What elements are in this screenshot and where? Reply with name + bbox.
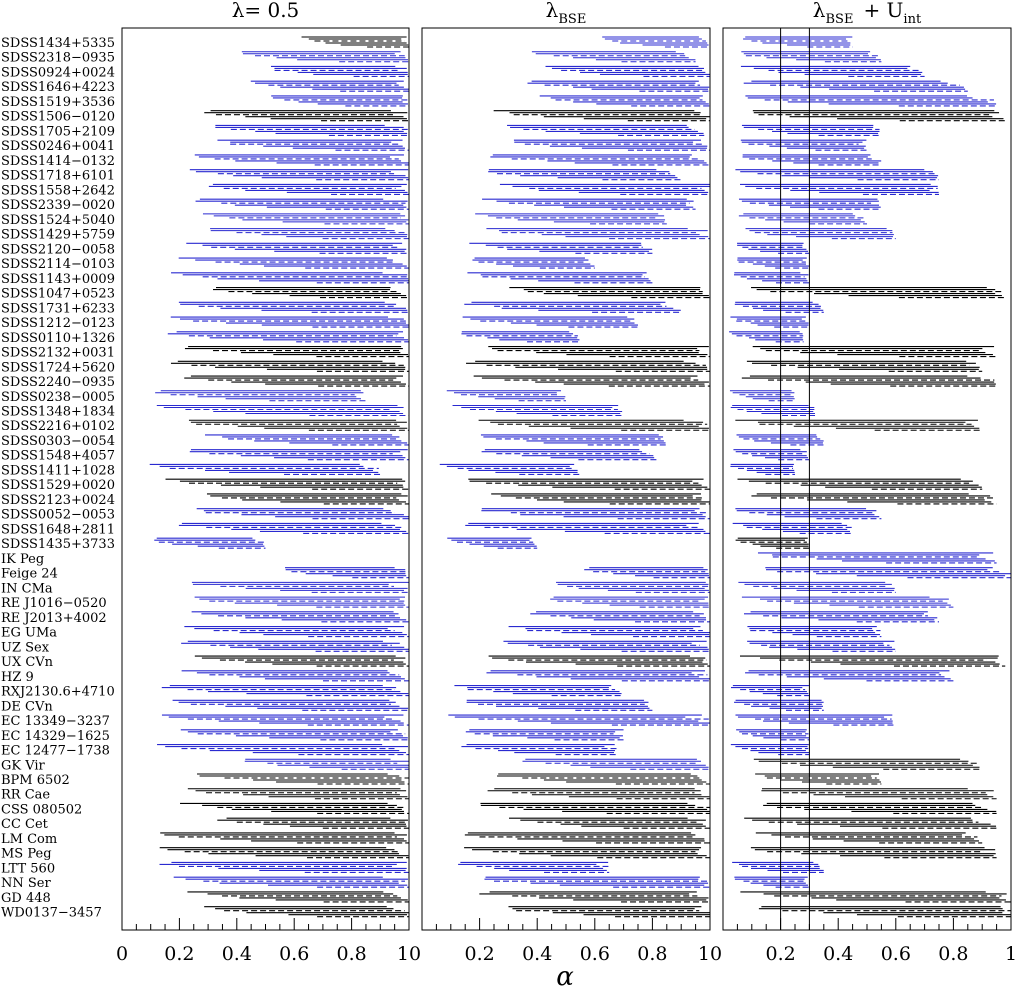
panel-title: λBSE + Uint bbox=[813, 0, 922, 27]
object-label: SDSS1411+1028 bbox=[1, 463, 115, 478]
object-label: SDSS1705+2109 bbox=[1, 124, 115, 139]
object-label: SDSS1212−0123 bbox=[1, 316, 115, 331]
object-label: IN CMa bbox=[1, 581, 53, 596]
tick-label: 0.6 bbox=[580, 943, 610, 965]
object-label: SDSS0238−0005 bbox=[1, 390, 115, 405]
tick-label: 0.8 bbox=[637, 943, 667, 965]
object-label: CC Cet bbox=[1, 817, 49, 832]
object-label: RXJ2130.6+4710 bbox=[1, 685, 115, 700]
tick-label: 0.4 bbox=[222, 943, 252, 965]
object-label: RE J2013+4002 bbox=[1, 611, 107, 626]
object-label: SDSS1348+1834 bbox=[1, 405, 115, 420]
panel-1: 0 0.2 0.4 0.6 0.8 10 λ= 0.5 bbox=[116, 0, 421, 965]
object-label: SDSS1414−0132 bbox=[1, 154, 115, 169]
object-label: SDSS1429+5759 bbox=[1, 228, 115, 243]
object-label: SDSS2240−0935 bbox=[1, 375, 115, 390]
object-label: Feige 24 bbox=[1, 567, 58, 582]
tick-label: 10 bbox=[397, 943, 421, 965]
panel-title-main: λ= 0.5 bbox=[232, 0, 300, 22]
object-label: SDSS2114−0103 bbox=[1, 257, 115, 272]
object-label: UX CVn bbox=[1, 655, 54, 670]
tick-label: 0 bbox=[116, 943, 128, 965]
x-axis-label: α bbox=[556, 962, 574, 991]
object-label: WD0137−3457 bbox=[1, 906, 102, 921]
object-label: BPM 6502 bbox=[1, 773, 70, 788]
object-label: SDSS2318−0935 bbox=[1, 51, 115, 66]
object-label: SDSS1648+2811 bbox=[1, 522, 115, 537]
panel-title-main: λ bbox=[546, 0, 559, 22]
object-label: EG UMa bbox=[1, 626, 57, 641]
object-label: SDSS2339−0020 bbox=[1, 198, 115, 213]
object-label: SDSS2132+0031 bbox=[1, 346, 115, 361]
object-label: SDSS1646+4223 bbox=[1, 80, 115, 95]
object-label: SDSS0110+1326 bbox=[1, 331, 115, 346]
tick-label: 1 bbox=[1005, 943, 1015, 965]
object-label: IK Peg bbox=[1, 552, 44, 567]
object-label: SDSS1529+0020 bbox=[1, 478, 115, 493]
object-label: RR Cae bbox=[1, 788, 50, 803]
object-label: SDSS1047+0523 bbox=[1, 287, 115, 302]
object-label: CSS 080502 bbox=[1, 802, 82, 817]
panel-title-extra: + U bbox=[863, 0, 903, 22]
object-label: LM Com bbox=[1, 832, 57, 847]
tick-label: 0.4 bbox=[522, 943, 552, 965]
object-label: RE J1016−0520 bbox=[1, 596, 107, 611]
tick-label: 0.2 bbox=[765, 943, 795, 965]
object-label: MS Peg bbox=[1, 847, 52, 862]
object-label: EC 14329−1625 bbox=[1, 729, 110, 744]
panel-2: 0.2 0.4 0.6 0.8 10 λBSE bbox=[421, 0, 722, 965]
object-label: UZ Sex bbox=[1, 640, 50, 655]
object-label: SDSS1506−0120 bbox=[1, 110, 115, 125]
object-label: SDSS1731+6233 bbox=[1, 301, 115, 316]
panel-3: 0.2 0.4 0.6 0.8 1 λBSE + Uint bbox=[722, 0, 1015, 965]
tick-label: 0.8 bbox=[336, 943, 366, 965]
object-label: SDSS1524+5040 bbox=[1, 213, 115, 228]
object-label: EC 13349−3237 bbox=[1, 714, 110, 729]
panel-title: λBSE bbox=[546, 0, 587, 27]
object-label: SDSS0303−0054 bbox=[1, 434, 115, 449]
tick-label: 10 bbox=[698, 943, 722, 965]
object-label: SDSS0924+0024 bbox=[1, 65, 115, 80]
object-label: SDSS1143+0009 bbox=[1, 272, 115, 287]
object-label: GD 448 bbox=[1, 891, 51, 906]
object-label: SDSS1724+5620 bbox=[1, 360, 115, 375]
object-label: SDSS1548+4057 bbox=[1, 449, 115, 464]
object-label: SDSS2216+0102 bbox=[1, 419, 115, 434]
tick-label: 0.2 bbox=[464, 943, 494, 965]
tick-label: 0.8 bbox=[938, 943, 968, 965]
panel-title-subscript: BSE bbox=[825, 12, 853, 27]
object-label: SDSS1435+3733 bbox=[1, 537, 115, 552]
panels: 0 0.2 0.4 0.6 0.8 10λ= 0.50.2 0.4 0.6 0.8 10λBSE0… bbox=[116, 0, 1015, 965]
object-label: SDSS1718+6101 bbox=[1, 169, 115, 184]
tick-label: 0.4 bbox=[823, 943, 853, 965]
panel-title-extra-subscript: int bbox=[903, 12, 922, 27]
object-label: SDSS2123+0024 bbox=[1, 493, 115, 508]
object-label: HZ 9 bbox=[1, 670, 34, 685]
panel-title: λ= 0.5 bbox=[232, 0, 300, 22]
tick-label: 0.6 bbox=[279, 943, 309, 965]
object-label: GK Vir bbox=[1, 758, 46, 773]
object-label: SDSS0246+0041 bbox=[1, 139, 115, 154]
object-label: EC 12477−1738 bbox=[1, 744, 110, 759]
object-label: SDSS2120−0058 bbox=[1, 242, 115, 257]
object-label: SDSS1434+5335 bbox=[1, 36, 115, 51]
object-label: SDSS0052−0053 bbox=[1, 508, 115, 523]
object-label: SDSS1519+3536 bbox=[1, 95, 115, 110]
object-label: LTT 560 bbox=[1, 861, 55, 876]
object-label: DE CVn bbox=[1, 699, 53, 714]
panel-title-subscript: BSE bbox=[558, 12, 586, 27]
object-label: SDSS1558+2642 bbox=[1, 183, 115, 198]
tick-label: 0.2 bbox=[164, 943, 194, 965]
object-labels: SDSS1434+5335SDSS2318−0935SDSS0924+0024S… bbox=[1, 36, 115, 921]
tick-label: 0.6 bbox=[881, 943, 911, 965]
panel-title-main: λ bbox=[813, 0, 826, 22]
object-label: NN Ser bbox=[1, 876, 51, 891]
